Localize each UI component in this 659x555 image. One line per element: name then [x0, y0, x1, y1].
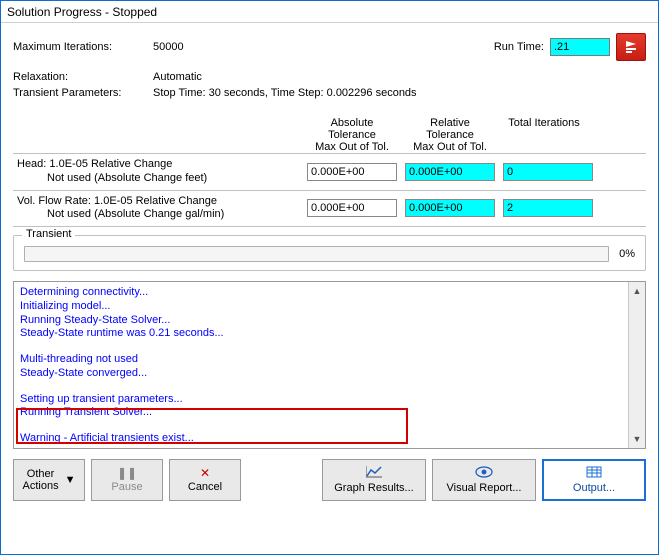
log-line: Steady-State converged... — [20, 367, 622, 381]
head-rel-tol-field[interactable] — [405, 163, 495, 181]
runtime-label: Run Time: — [494, 41, 544, 53]
scroll-up-icon[interactable]: ▲ — [633, 284, 642, 298]
content-area: Maximum Iterations: 50000 Run Time: Rela… — [1, 23, 658, 554]
log-line: Multi-threading not used — [20, 353, 622, 367]
visual-report-button[interactable]: Visual Report... — [432, 459, 536, 501]
output-icon — [586, 466, 602, 480]
log-line: Running Steady-State Solver... — [20, 314, 622, 328]
cancel-button[interactable]: ✕ Cancel — [169, 459, 241, 501]
flow-rel-tol-field[interactable] — [405, 199, 495, 217]
solution-progress-window: Solution Progress - Stopped Maximum Iter… — [0, 0, 659, 555]
log-line: Warning - Artificial transients exist... — [20, 432, 622, 446]
log-line: Initializing model... — [20, 300, 622, 314]
column-headers: Absolute Tolerance Max Out of Tol. Relat… — [13, 117, 646, 153]
graph-results-button[interactable]: Graph Results... — [322, 459, 426, 501]
max-iterations-value: 50000 — [153, 41, 494, 53]
window-title: Solution Progress - Stopped — [7, 5, 157, 19]
scroll-down-icon[interactable]: ▼ — [633, 432, 642, 446]
log-line: Running Transient Solver... — [20, 406, 622, 420]
pause-icon: ❚❚ — [117, 467, 137, 479]
button-row: Other Actions ▼ ❚❚ Pause ✕ Cancel Graph … — [13, 459, 646, 501]
params-block: Relaxation: Automatic Transient Paramete… — [13, 71, 646, 103]
log-box: Determining connectivity...Initializing … — [13, 281, 646, 449]
other-actions-button[interactable]: Other Actions ▼ — [13, 459, 85, 501]
log-text[interactable]: Determining connectivity...Initializing … — [14, 282, 628, 448]
top-row: Maximum Iterations: 50000 Run Time: — [13, 33, 646, 61]
output-button[interactable]: Output... — [542, 459, 646, 501]
flow-iter-field[interactable] — [503, 199, 593, 217]
app-icon — [623, 39, 639, 55]
pause-label: Pause — [111, 481, 142, 493]
max-iterations-label: Maximum Iterations: — [13, 41, 153, 53]
transient-group-label: Transient — [22, 228, 75, 240]
row-head-sublabel: Not used (Absolute Change feet) — [17, 172, 303, 186]
flow-abs-tol-field[interactable] — [307, 199, 397, 217]
other-actions-label: Other Actions — [23, 468, 59, 492]
data-row-head: Head: 1.0E-05 Relative Change Not used (… — [13, 153, 646, 190]
dropdown-icon: ▼ — [65, 474, 76, 486]
row-flow-label: Vol. Flow Rate: 1.0E-05 Relative Change — [17, 195, 303, 209]
head-iter-field[interactable] — [503, 163, 593, 181]
output-label: Output... — [573, 482, 615, 494]
log-line: Setting up transient parameters... — [20, 393, 622, 407]
titlebar: Solution Progress - Stopped — [1, 1, 658, 23]
transient-params-value: Stop Time: 30 seconds, Time Step: 0.0022… — [153, 87, 417, 99]
transient-group: Transient 0% — [13, 235, 646, 271]
log-line: Steady-State runtime was 0.21 seconds... — [20, 327, 622, 341]
transient-percent: 0% — [619, 248, 635, 260]
graph-results-label: Graph Results... — [334, 482, 413, 494]
runtime-block: Run Time: — [494, 33, 646, 61]
row-head-label: Head: 1.0E-05 Relative Change — [17, 158, 303, 172]
graph-icon — [366, 466, 382, 480]
col-header-total-iter: Total Iterations — [499, 117, 589, 153]
pause-button[interactable]: ❚❚ Pause — [91, 459, 163, 501]
row-flow-sublabel: Not used (Absolute Change gal/min) — [17, 208, 303, 222]
cancel-label: Cancel — [188, 481, 222, 493]
runtime-field[interactable] — [550, 38, 610, 56]
transient-params-label: Transient Parameters: — [13, 87, 153, 99]
transient-progress-bar — [24, 246, 609, 262]
data-row-flow: Vol. Flow Rate: 1.0E-05 Relative Change … — [13, 190, 646, 228]
col-header-rel-tol: Relative Tolerance Max Out of Tol. — [401, 117, 499, 153]
visual-report-label: Visual Report... — [446, 482, 521, 494]
log-line: Determining connectivity... — [20, 286, 622, 300]
app-icon-button[interactable] — [616, 33, 646, 61]
relaxation-value: Automatic — [153, 71, 202, 83]
log-scrollbar[interactable]: ▲ ▼ — [628, 282, 645, 448]
col-header-abs-tol: Absolute Tolerance Max Out of Tol. — [303, 117, 401, 153]
head-abs-tol-field[interactable] — [307, 163, 397, 181]
eye-icon — [475, 466, 493, 480]
cancel-icon: ✕ — [200, 467, 210, 479]
relaxation-label: Relaxation: — [13, 71, 153, 83]
